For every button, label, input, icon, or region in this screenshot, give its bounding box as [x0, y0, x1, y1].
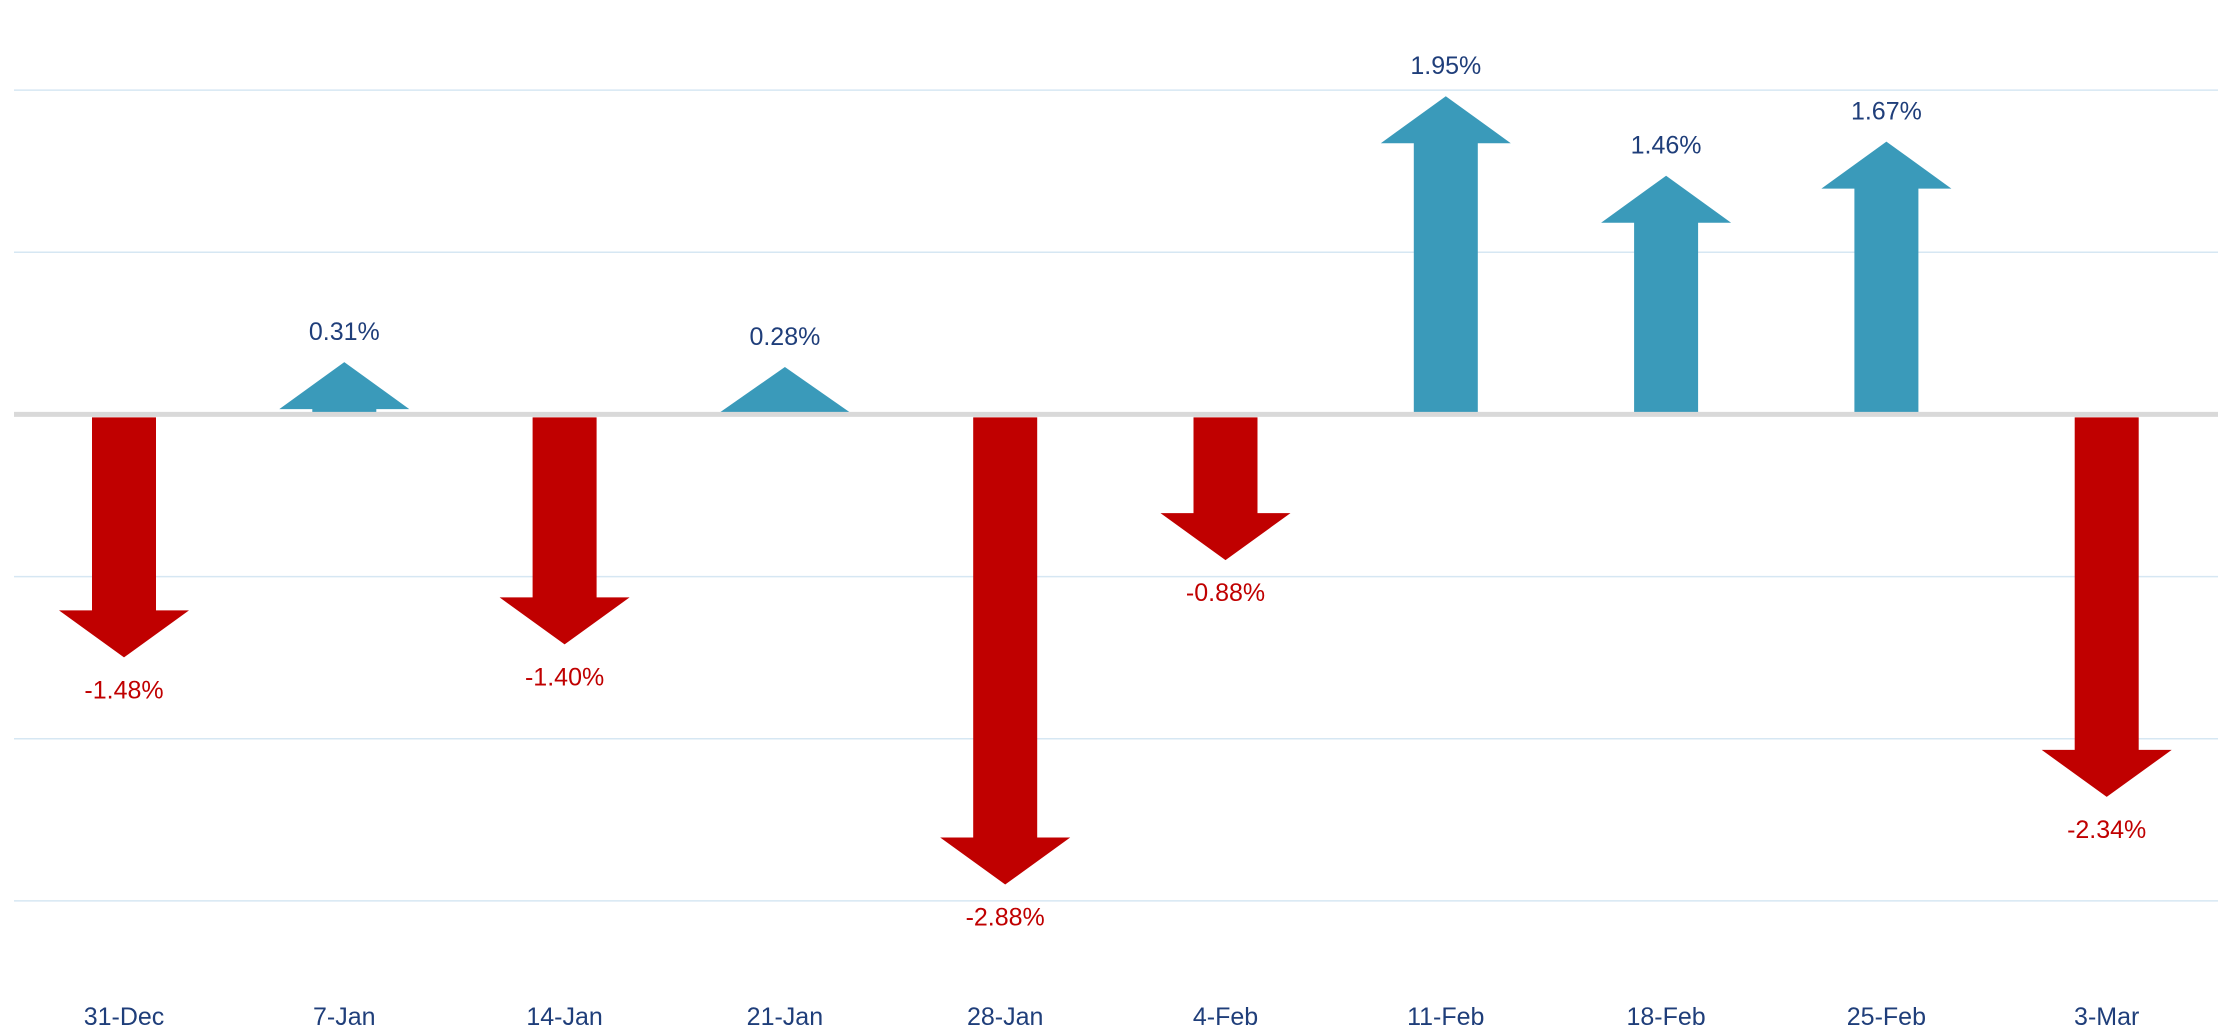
data-label: -1.48%: [84, 676, 163, 704]
data-label: -2.88%: [966, 903, 1045, 931]
arrow-mark-28-jan: [940, 417, 1071, 885]
data-label: 0.31%: [309, 318, 380, 346]
arrow-mark-3-mar: [2041, 417, 2172, 797]
arrow-mark-11-feb: [1380, 96, 1511, 413]
data-label: 1.95%: [1410, 52, 1481, 80]
gridlines: [14, 89, 2218, 902]
arrow-mark-18-feb: [1601, 175, 1732, 413]
x-tick-label: 25-Feb: [1847, 1003, 1926, 1031]
x-tick-label: 3-Mar: [2074, 1003, 2139, 1031]
data-label: -2.34%: [2067, 816, 2146, 844]
x-tick-label: 21-Jan: [747, 1003, 823, 1031]
arrow-marks: [59, 96, 2172, 885]
arrow-mark-21-jan: [719, 367, 850, 413]
data-label: 1.46%: [1631, 132, 1702, 160]
x-tick-label: 14-Jan: [526, 1003, 602, 1031]
data-label: 0.28%: [749, 323, 820, 351]
data-label: -1.40%: [525, 663, 604, 691]
data-labels: -1.48% 0.31% -1.40% 0.28% -2.88% -0.88% 1.95% 1…: [84, 52, 2146, 931]
x-tick-label: 11-Feb: [1407, 1003, 1484, 1031]
arrow-mark-25-feb: [1821, 141, 1952, 413]
arrow-mark-14-jan: [499, 417, 630, 645]
x-tick-label: 18-Feb: [1626, 1003, 1705, 1031]
x-tick-label: 28-Jan: [967, 1003, 1043, 1031]
data-label: 1.67%: [1851, 98, 1922, 126]
arrow-mark-31-dec: [59, 417, 189, 658]
x-tick-label: 31-Dec: [84, 1003, 165, 1031]
x-axis-tick-labels: 31-Dec 7-Jan 14-Jan 21-Jan 28-Jan 4-Feb 11-Feb…: [84, 1003, 2140, 1031]
x-tick-label: 4-Feb: [1193, 1003, 1258, 1031]
x-tick-label: 7-Jan: [313, 1003, 376, 1031]
arrow-mark-4-feb: [1160, 417, 1291, 561]
data-label: -0.88%: [1186, 579, 1265, 607]
arrow-mark-7-jan: [279, 362, 410, 413]
